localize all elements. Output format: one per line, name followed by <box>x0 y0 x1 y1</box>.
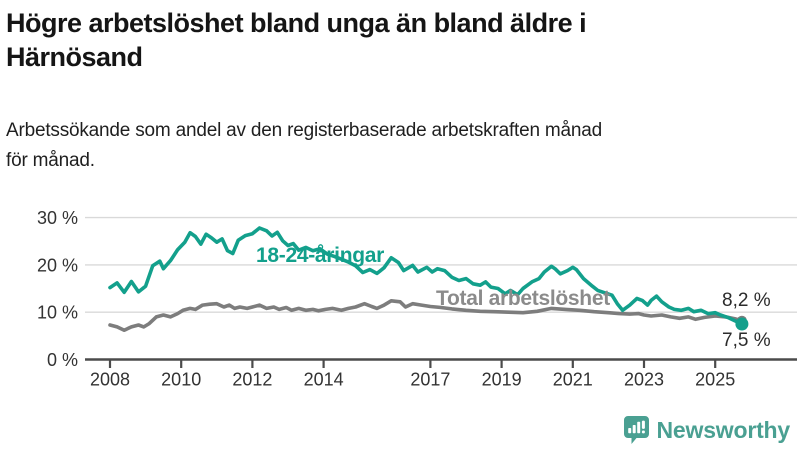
series-label-18-24-aringar: 18-24-åringar <box>256 244 384 267</box>
y-tick-label-30: 30 % <box>37 208 78 228</box>
page-title: Högre arbetslöshet bland unga än bland ä… <box>6 6 786 74</box>
chart-subtitle: Arbetssökande som andel av den registerb… <box>6 116 786 176</box>
series-label-total-arbetsloshet: Total arbetslöshet <box>436 287 610 310</box>
x-tick-label-2008: 2008 <box>90 370 130 390</box>
y-tick-label-0: 0 % <box>47 350 78 370</box>
newsworthy-icon <box>623 416 649 444</box>
data-series <box>108 226 749 332</box>
line-youth <box>108 226 744 326</box>
page-title-line-1: Högre arbetslöshet bland unga än bland ä… <box>6 8 587 38</box>
x-tick-label-2025: 2025 <box>695 370 735 390</box>
unemployment-line-chart: 30 % 20 % 10 % 0 % 2008 2010 2012 2014 2017 2019… <box>0 198 800 398</box>
x-tick-label-2019: 2019 <box>482 370 522 390</box>
x-axis <box>85 358 797 368</box>
y-tick-label-10: 10 % <box>37 303 78 323</box>
x-tick-label-2023: 2023 <box>624 370 664 390</box>
end-value-label-total: 8,2 % <box>722 290 771 311</box>
x-axis-labels: 2008 2010 2012 2014 2017 2019 2021 2023 2025 <box>90 370 735 390</box>
page-title-line-2: Härnösand <box>6 42 143 72</box>
gridlines <box>85 216 797 313</box>
y-tick-label-20: 20 % <box>37 255 78 275</box>
x-tick-label-2010: 2010 <box>161 370 201 390</box>
line-total <box>108 299 744 332</box>
newsworthy-wordmark: Newsworthy <box>656 416 791 443</box>
newsworthy-logo[interactable]: Newsworthy <box>623 415 790 445</box>
chart-subtitle-line-1: Arbetssökande som andel av den registerb… <box>6 120 603 141</box>
chart-plot-area: 30 % 20 % 10 % 0 % 2008 2010 2012 2014 2017 2019… <box>37 208 797 390</box>
x-tick-label-2017: 2017 <box>410 370 450 390</box>
y-axis-labels: 30 % 20 % 10 % 0 % <box>37 208 78 370</box>
end-dot-youth <box>735 317 749 331</box>
x-tick-label-2021: 2021 <box>553 370 593 390</box>
end-value-label-youth: 7,5 % <box>722 330 771 351</box>
chart-subtitle-line-2: för månad. <box>6 150 95 171</box>
x-tick-label-2014: 2014 <box>304 370 344 390</box>
x-tick-label-2012: 2012 <box>232 370 272 390</box>
